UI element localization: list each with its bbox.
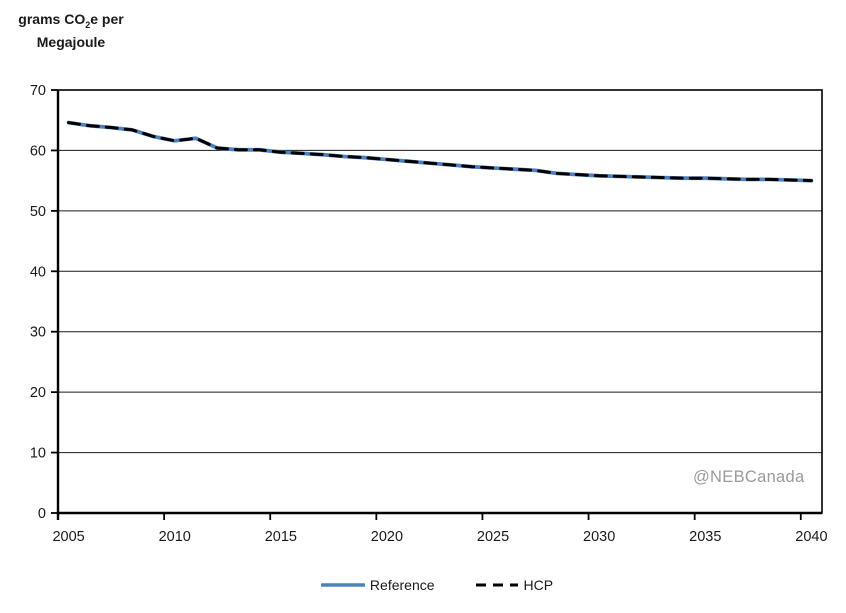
y-axis-title-line2: Megajoule (36, 34, 106, 51)
y-axis-tick-labels: 0 10 20 30 40 50 60 70 (30, 83, 46, 522)
y-tick-label: 30 (30, 325, 46, 341)
x-tick-label: 2010 (159, 529, 191, 545)
y-gridlines (58, 149, 822, 454)
legend-item-reference: Reference (320, 577, 435, 593)
x-tick-label: 2030 (583, 529, 615, 545)
watermark: @NEBCanada (693, 468, 805, 486)
y-axis-title: grams CO2e per Megajoule (10, 9, 132, 53)
y-tick-label: 20 (30, 385, 46, 401)
x-tick-label: 2040 (795, 529, 827, 545)
axes (56, 90, 822, 520)
reference-line-swatch (320, 583, 365, 587)
legend-item-hcp: HCP (475, 577, 554, 593)
x-tick-label: 2005 (52, 529, 84, 545)
y-tick-label: 40 (30, 264, 46, 280)
y-tick-label: 10 (30, 446, 46, 462)
plot-border (57, 89, 823, 514)
y-axis-title-line1: grams CO2e per (18, 11, 124, 30)
x-tick-label: 2015 (265, 529, 297, 545)
legend-label-hcp: HCP (523, 577, 554, 593)
hcp-line-swatch (475, 583, 518, 587)
x-tick-label: 2020 (371, 529, 403, 545)
y-axis-ticks (51, 89, 58, 514)
y-tick-label: 0 (38, 506, 46, 522)
x-tick-label: 2035 (689, 529, 721, 545)
hcp-series-line (67, 121, 813, 183)
x-axis-tick-labels: 2005 2010 2015 2020 2025 2030 2035 2040 (52, 529, 827, 545)
reference-series-line (66, 120, 814, 183)
legend: Reference HCP (14, 577, 846, 593)
x-axis-ticks (57, 513, 802, 520)
y-tick-label: 60 (30, 143, 46, 159)
y-tick-label: 50 (30, 204, 46, 220)
x-tick-label: 2025 (477, 529, 509, 545)
y-tick-label: 70 (30, 83, 46, 99)
legend-label-reference: Reference (369, 577, 435, 593)
